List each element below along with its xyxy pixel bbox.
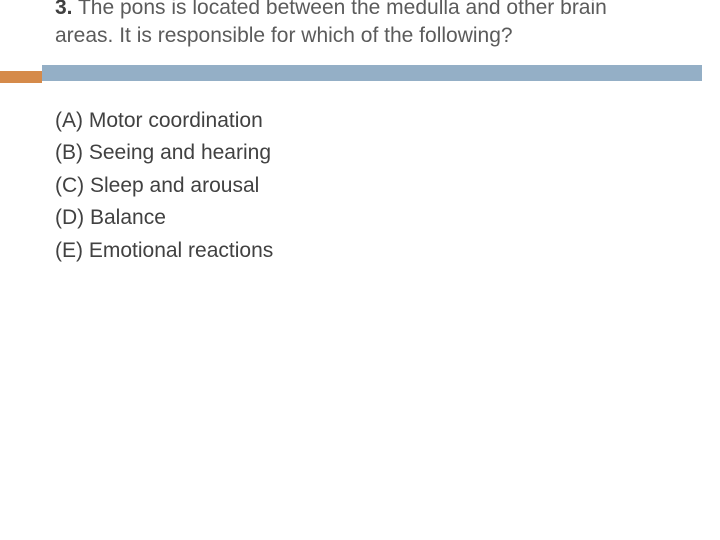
answers-block: (A) Motor coordination (B) Seeing and he… <box>0 83 720 268</box>
divider-bar-orange <box>0 71 42 83</box>
answer-a: (A) Motor coordination <box>55 105 665 138</box>
divider <box>0 65 720 83</box>
answer-text: Emotional reactions <box>89 239 273 262</box>
question-number: 3. <box>55 0 73 19</box>
divider-bar-blue <box>42 65 702 81</box>
answer-label: (C) <box>55 174 84 197</box>
answer-text: Seeing and hearing <box>89 141 271 164</box>
answer-label: (A) <box>55 109 83 132</box>
answer-e: (E) Emotional reactions <box>55 235 665 268</box>
answer-text: Sleep and arousal <box>90 174 259 197</box>
answer-b: (B) Seeing and hearing <box>55 137 665 170</box>
answer-label: (D) <box>55 206 84 229</box>
answer-text: Balance <box>90 206 166 229</box>
answer-c: (C) Sleep and arousal <box>55 170 665 203</box>
question-body: The pons is located between the medulla … <box>55 0 607 47</box>
answer-label: (B) <box>55 141 83 164</box>
answer-d: (D) Balance <box>55 202 665 235</box>
answer-text: Motor coordination <box>89 109 263 132</box>
question-block: 3. The pons is located between the medul… <box>0 0 720 51</box>
answer-label: (E) <box>55 239 83 262</box>
question-text: 3. The pons is located between the medul… <box>55 0 665 51</box>
